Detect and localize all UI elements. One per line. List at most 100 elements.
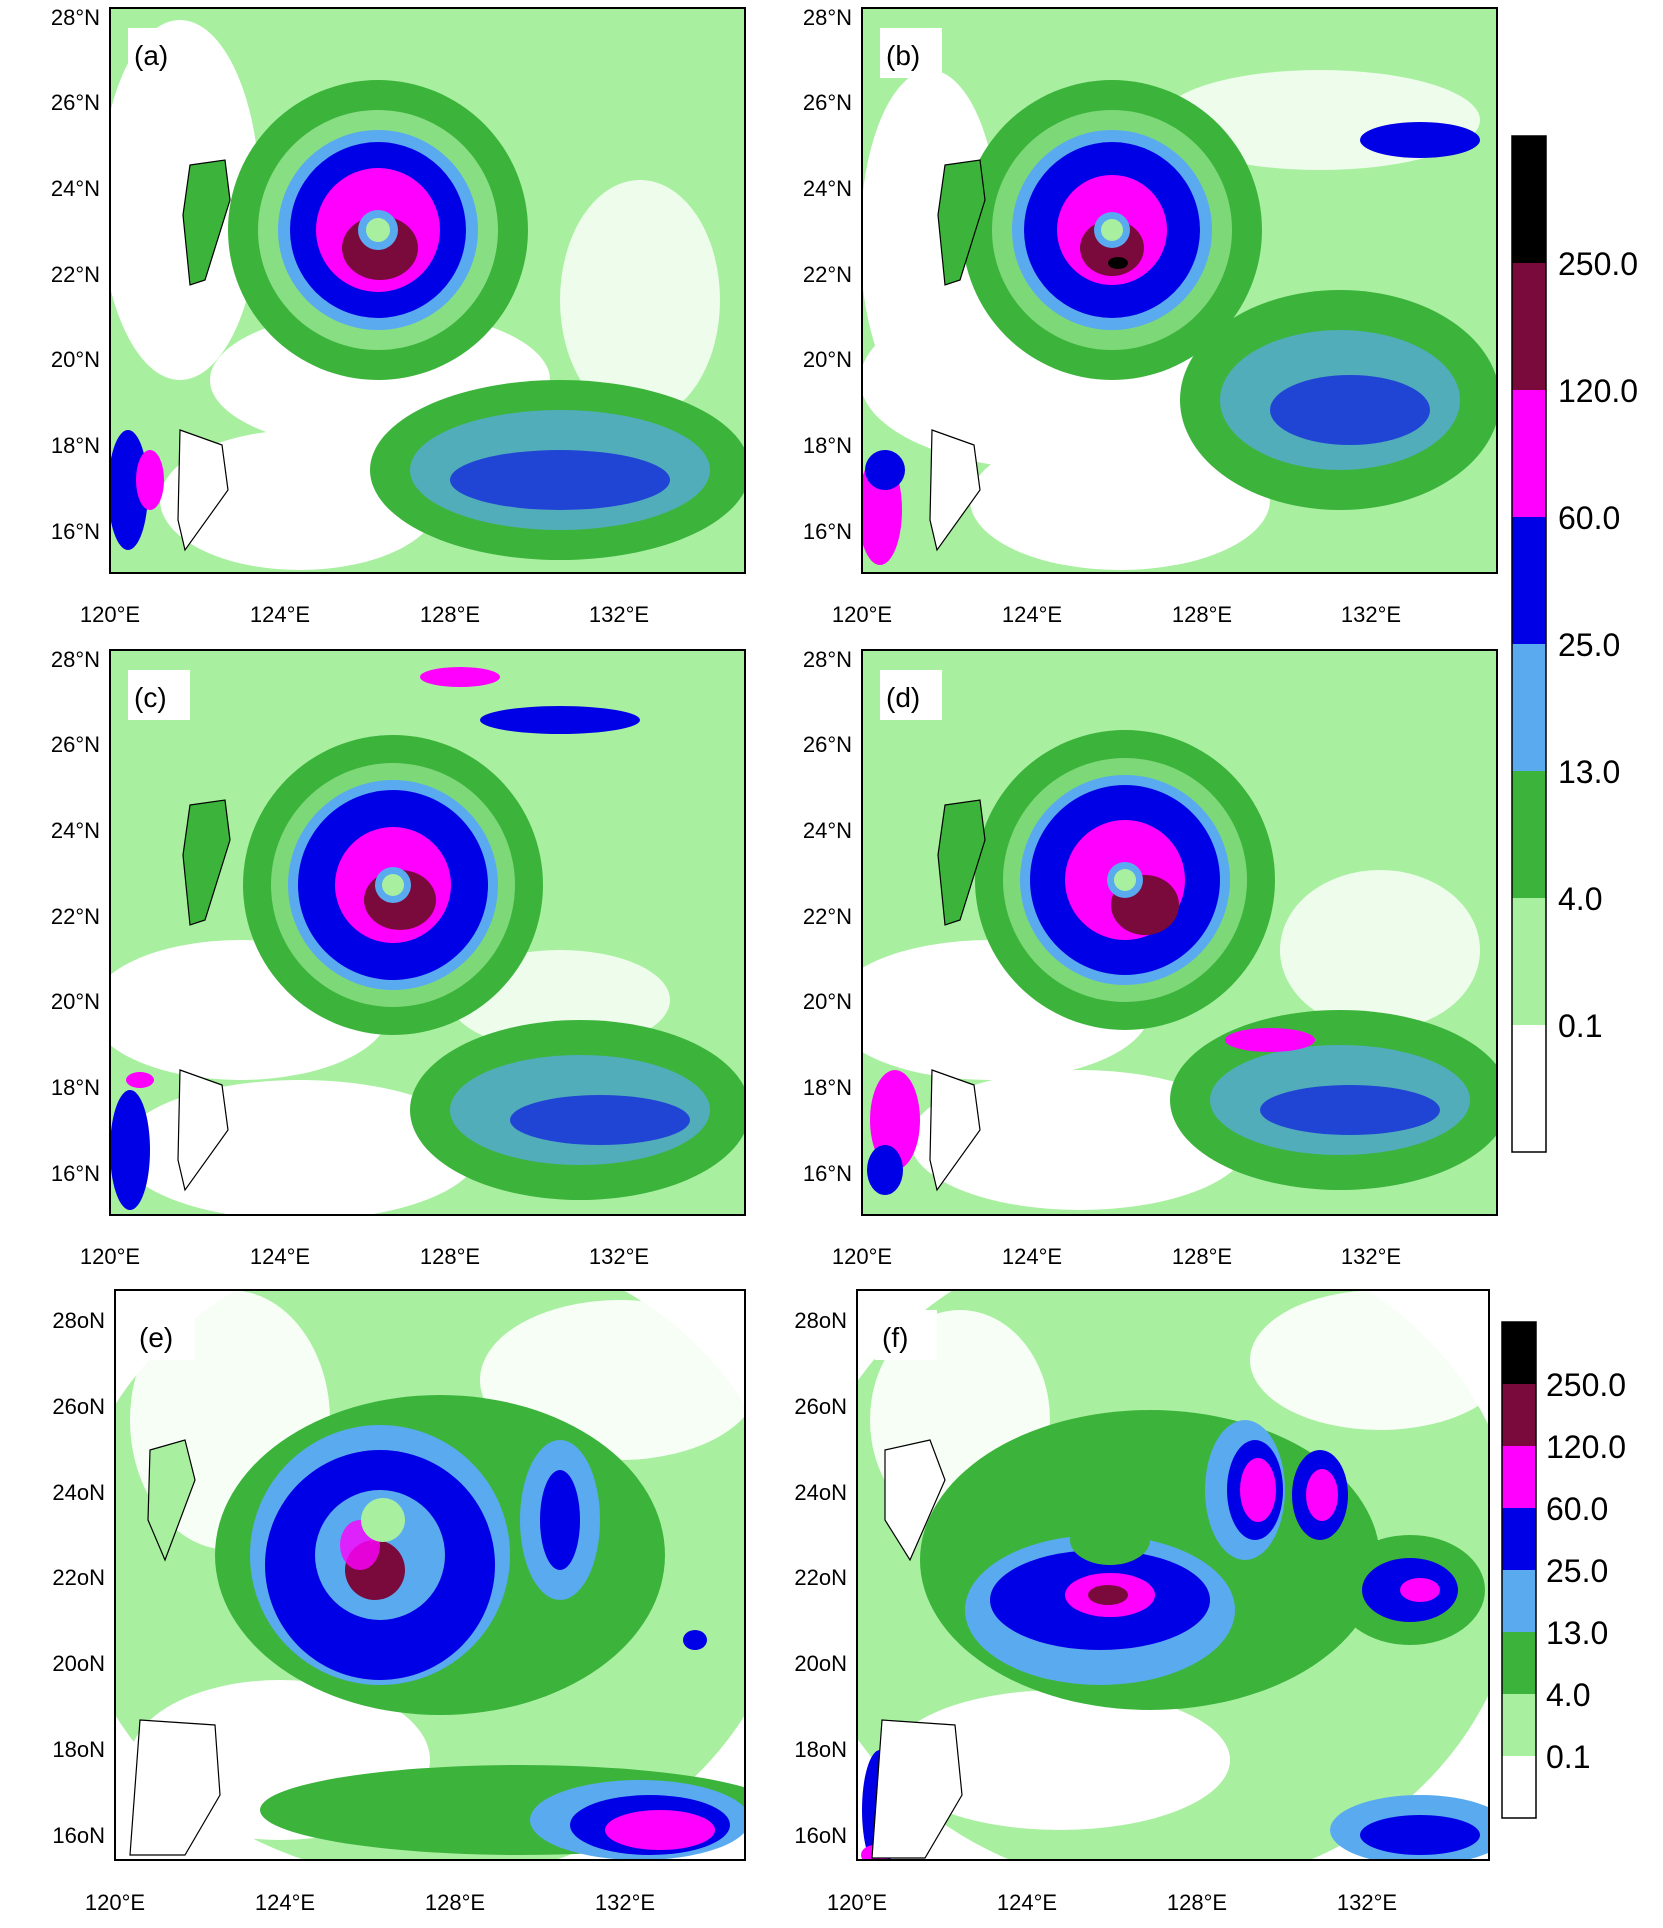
x-tick-label: 120°E [827,1890,887,1915]
y-tick-label: 24oN [52,1480,105,1505]
panel-label: (d) [886,682,920,713]
colorbar-label: 250.0 [1558,246,1638,282]
x-tick-label: 132°E [1337,1890,1397,1915]
colorbar-label: 4.0 [1558,881,1602,917]
x-tick-label: 128°E [1172,602,1232,627]
y-tick-label: 22oN [794,1565,847,1590]
y-tick-label: 28°N [803,5,852,30]
y-tick-label: 20oN [52,1651,105,1676]
y-tick-label: 28°N [51,5,100,30]
y-tick-label: 26°N [803,732,852,757]
colorbar-label: 0.1 [1558,1008,1602,1044]
panel-d: 28°N 26°N 24°N 22°N 20°N 18°N 16°N 120°E… [803,647,1498,1269]
x-tick-label: 132°E [1341,602,1401,627]
x-tick-label: 124°E [997,1890,1057,1915]
panel-a-x-ticks: 120°E 124°E 128°E 132°E [80,602,649,627]
y-tick-label: 20°N [51,347,100,372]
x-tick-label: 128°E [420,602,480,627]
panel-label: (f) [882,1322,908,1353]
x-tick-label: 132°E [589,602,649,627]
y-tick-label: 26oN [52,1394,105,1419]
colorbar-label: 250.0 [1546,1367,1626,1403]
y-tick-label: 22°N [51,262,100,287]
colorbar-label: 25.0 [1558,627,1620,663]
panel-e-x-ticks: 120°E 124°E 128°E 132°E [85,1890,655,1915]
x-tick-label: 132°E [1341,1244,1401,1269]
y-tick-label: 26°N [51,90,100,115]
x-tick-label: 120°E [832,602,892,627]
y-tick-label: 24°N [803,176,852,201]
panel-b-y-ticks: 28°N 26°N 24°N 22°N 20°N 18°N 16°N [803,5,852,544]
x-tick-label: 128°E [1167,1890,1227,1915]
panel-f-x-ticks: 120°E 124°E 128°E 132°E [827,1890,1397,1915]
panel-c-field [110,650,745,1215]
y-tick-label: 26oN [794,1394,847,1419]
y-tick-label: 24°N [51,818,100,843]
colorbar-top: 250.0 120.0 60.0 25.0 13.0 4.0 0.1 [1511,135,1638,1153]
panel-f-field [857,1290,1489,1860]
y-tick-label: 16°N [51,519,100,544]
y-tick-label: 20oN [794,1651,847,1676]
y-tick-label: 28°N [803,647,852,672]
colorbar-label: 60.0 [1546,1491,1608,1527]
colorbar-bottom: 250.0 120.0 60.0 25.0 13.0 4.0 0.1 [1501,1321,1626,1819]
x-tick-label: 124°E [1002,602,1062,627]
y-tick-label: 22°N [803,262,852,287]
x-tick-label: 128°E [1172,1244,1232,1269]
panel-b-field [862,8,1497,573]
y-tick-label: 20°N [51,989,100,1014]
panel-a-y-ticks: 28°N 26°N 24°N 22°N 20°N 18°N 16°N [51,5,100,544]
y-tick-label: 18oN [794,1737,847,1762]
y-tick-label: 16°N [51,1161,100,1186]
y-tick-label: 16°N [803,1161,852,1186]
x-tick-label: 124°E [1002,1244,1062,1269]
panel-a-field [110,8,745,573]
x-tick-label: 120°E [832,1244,892,1269]
y-tick-label: 22°N [803,904,852,929]
colorbar-label: 4.0 [1546,1677,1590,1713]
x-tick-label: 120°E [85,1890,145,1915]
y-tick-label: 18°N [51,1075,100,1100]
y-tick-label: 24°N [51,176,100,201]
y-tick-label: 16oN [52,1823,105,1848]
x-tick-label: 128°E [420,1244,480,1269]
y-tick-label: 18°N [51,433,100,458]
panel-d-y-ticks: 28°N 26°N 24°N 22°N 20°N 18°N 16°N [803,647,852,1186]
y-tick-label: 26°N [803,90,852,115]
panel-c-y-ticks: 28°N 26°N 24°N 22°N 20°N 18°N 16°N [51,647,100,1186]
y-tick-label: 20°N [803,989,852,1014]
y-tick-label: 24oN [794,1480,847,1505]
panel-e: 28oN 26oN 24oN 22oN 20oN 18oN 16oN 120°E… [52,1289,746,1915]
y-tick-label: 22°N [51,904,100,929]
colorbar-label: 13.0 [1558,754,1620,790]
y-tick-label: 28°N [51,647,100,672]
panel-b-x-ticks: 120°E 124°E 128°E 132°E [832,602,1401,627]
panel-c: 28°N 26°N 24°N 22°N 20°N 18°N 16°N 120°E… [51,647,746,1269]
panel-label: (c) [134,682,167,713]
y-tick-label: 28oN [794,1308,847,1333]
panel-label: (e) [139,1322,173,1353]
x-tick-label: 132°E [595,1890,655,1915]
y-tick-label: 28oN [52,1308,105,1333]
x-tick-label: 124°E [250,1244,310,1269]
x-tick-label: 120°E [80,602,140,627]
panel-d-field [862,650,1497,1215]
colorbar-label: 120.0 [1546,1429,1626,1465]
y-tick-label: 18°N [803,1075,852,1100]
panel-label: (a) [134,40,168,71]
y-tick-label: 26°N [51,732,100,757]
x-tick-label: 120°E [80,1244,140,1269]
colorbar-label: 0.1 [1546,1739,1590,1775]
x-tick-label: 128°E [425,1890,485,1915]
x-tick-label: 132°E [589,1244,649,1269]
colorbar-label: 13.0 [1546,1615,1608,1651]
y-tick-label: 24°N [803,818,852,843]
colorbar-label: 120.0 [1558,373,1638,409]
panel-f-y-ticks: 28oN 26oN 24oN 22oN 20oN 18oN 16oN [794,1308,847,1848]
colorbar-label: 25.0 [1546,1553,1608,1589]
x-tick-label: 124°E [255,1890,315,1915]
y-tick-label: 16°N [803,519,852,544]
y-tick-label: 18oN [52,1737,105,1762]
colorbar-label: 60.0 [1558,500,1620,536]
y-tick-label: 22oN [52,1565,105,1590]
